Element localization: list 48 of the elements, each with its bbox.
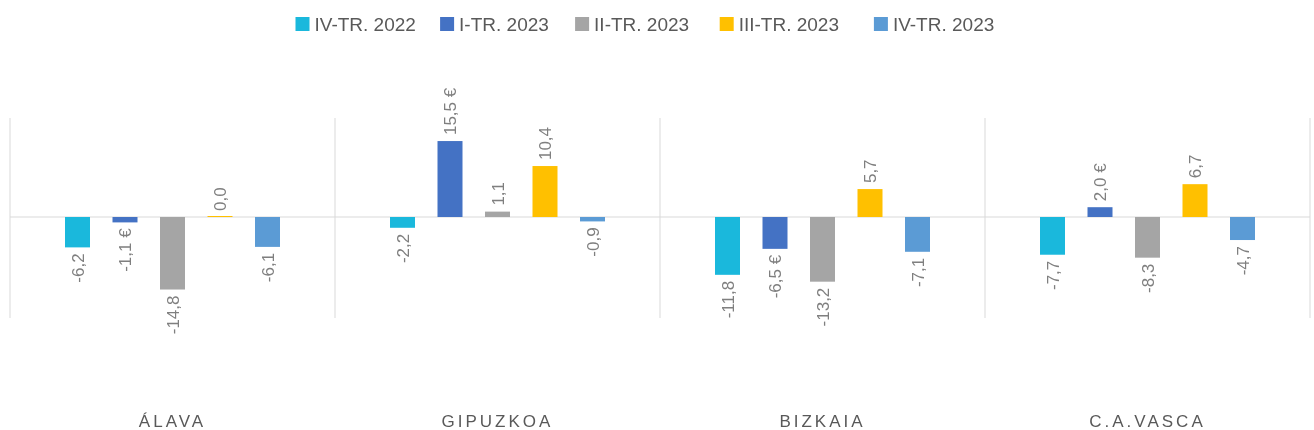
data-label: 15,5 € (441, 87, 460, 136)
x-tick-label: BIZKAIA (779, 412, 866, 430)
legend-label: IV-TR. 2022 (314, 14, 416, 35)
legend-label: I-TR. 2023 (459, 14, 549, 35)
bar (1230, 217, 1255, 241)
bar (810, 217, 835, 282)
data-label: -2,2 (393, 233, 413, 264)
x-tick-label: C.A.VASCA (1089, 412, 1206, 430)
bar (1087, 207, 1113, 217)
data-label: -11,8 (718, 280, 738, 319)
bar (1182, 184, 1208, 217)
bar (1040, 217, 1065, 255)
bar (65, 217, 90, 248)
bar (255, 217, 280, 247)
data-label: -4,7 (1233, 246, 1253, 276)
bar (437, 141, 463, 217)
data-label: -1,1 € (116, 227, 135, 272)
legend-label: III-TR. 2023 (738, 14, 840, 35)
bar (532, 166, 558, 217)
legend-label: II-TR. 2023 (594, 14, 690, 35)
bar (905, 217, 930, 252)
data-label: -6,1 (258, 252, 278, 283)
data-label: -7,7 (1043, 260, 1063, 291)
bar (160, 217, 185, 290)
bar (1135, 217, 1160, 258)
data-label: 10,4 (536, 126, 555, 161)
legend-label: IV-TR. 2023 (892, 14, 995, 35)
data-label: -8,3 (1138, 263, 1158, 293)
data-label: -6,2 (68, 253, 88, 283)
data-label: -6,5 € (766, 254, 785, 299)
data-label: -0,9 (583, 227, 603, 257)
bar (762, 217, 788, 249)
data-label: 6,7 (1186, 154, 1205, 179)
bar (485, 211, 510, 217)
data-label: 5,7 (861, 159, 880, 184)
data-label: -14,8 (163, 295, 183, 335)
bar (580, 217, 605, 222)
data-label: 0,0 (211, 187, 230, 211)
x-tick-label: ÁLAVA (138, 412, 207, 430)
bar (715, 217, 740, 275)
data-label: -7,1 (908, 257, 928, 288)
data-label: 1,1 (488, 181, 508, 206)
data-label: -13,2 (813, 287, 833, 327)
bar (390, 217, 415, 228)
bar (857, 189, 883, 217)
x-tick-label: GIPUZKOA (441, 412, 554, 430)
bar (112, 217, 138, 223)
data-label: 2,0 € (1091, 162, 1110, 202)
